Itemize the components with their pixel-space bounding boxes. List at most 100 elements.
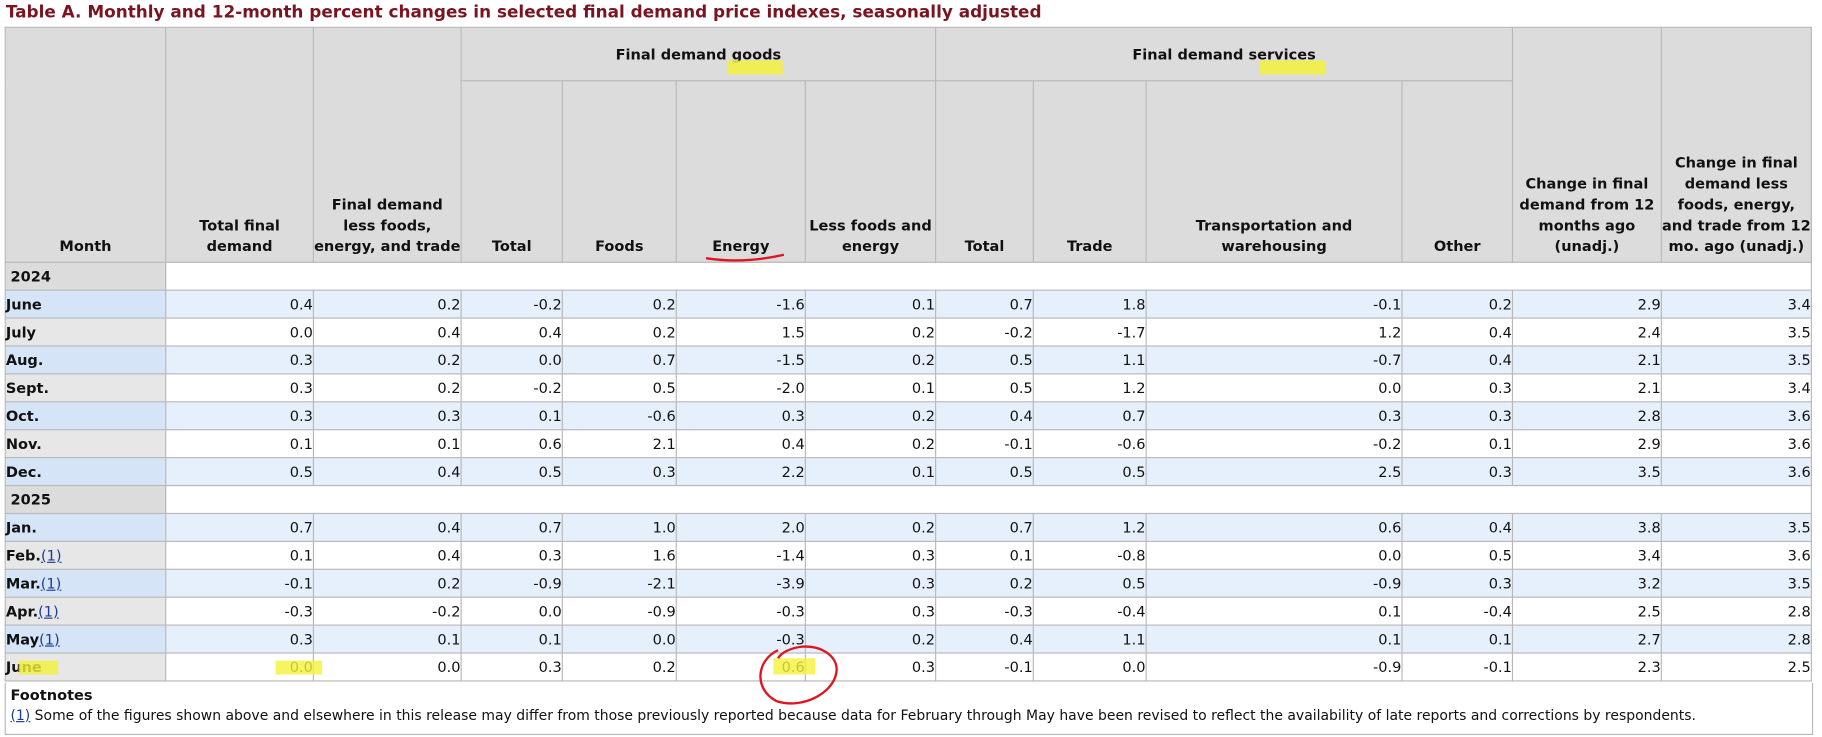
value-cell: 1.6 — [561, 540, 677, 570]
value-cell: 2.4 — [1511, 317, 1662, 347]
value-cell: 0.7 — [561, 345, 677, 375]
value-cell: 0.0 — [1145, 373, 1403, 403]
value-cell: -0.2 — [312, 596, 462, 626]
value-cell: 0.3 — [1401, 373, 1514, 403]
value-cell: 0.5 — [935, 345, 1034, 375]
month-cell: Oct. — [4, 401, 167, 431]
value-cell: 0.3 — [312, 401, 462, 431]
table-row: Feb.(1) 0.1 0.4 0.3 1.6 -1.4 0.3 0.1 -0.8 0.0 0.5 3… — [4, 540, 1812, 570]
value-cell: 3.5 — [1660, 512, 1812, 542]
value-cell: 3.6 — [1660, 401, 1812, 431]
value-cell: 0.1 — [1145, 624, 1403, 654]
value-cell: 0.7 — [935, 289, 1034, 319]
table-row: Sept. 0.3 0.2 -0.2 0.5 -2.0 0.1 0.5 1.2 0.0 0.3 2.1… — [4, 373, 1812, 403]
table-row: July 0.0 0.4 0.4 0.2 1.5 0.2 -0.2 -1.7 1.2 0.4 2.4 3… — [4, 317, 1812, 347]
value-cell: 0.1 — [165, 540, 315, 570]
header-goods-foods: Foods — [561, 80, 677, 263]
value-cell: 0.4 — [1401, 317, 1514, 347]
value-cell: 0.5 — [460, 457, 563, 487]
value-cell: -0.2 — [935, 317, 1034, 347]
value-cell: -0.3 — [165, 596, 315, 626]
value-cell: 0.2 — [312, 568, 462, 598]
year-label: 2025 — [4, 484, 167, 515]
value-cell: 2.8 — [1660, 624, 1812, 654]
value-cell: 0.3 — [460, 652, 563, 682]
month-label: Nov. — [5, 434, 42, 453]
table-row: June 0.0 0.0 0.3 0.2 0.6 0.3 -0.1 0.0 -0.9 -0.1 2.3… — [4, 652, 1812, 682]
month-label: July — [5, 323, 37, 341]
value-cell: 3.4 — [1511, 540, 1662, 570]
value-cell: 0.0 — [1032, 652, 1147, 682]
table-body: 2024 June 0.4 0.2 -0.2 0.2 -1.6 0.1 0.7 1.8 -0.1 0.… — [4, 261, 1812, 682]
value-cell: 0.1 — [804, 289, 937, 319]
value-cell: -0.9 — [1145, 652, 1403, 682]
month-label: Feb. — [5, 546, 41, 565]
table-row: June 0.4 0.2 -0.2 0.2 -1.6 0.1 0.7 1.8 -0.1 0.2 2.9… — [4, 289, 1812, 319]
value-cell: 3.4 — [1660, 289, 1812, 319]
value-cell: 0.7 — [1032, 401, 1147, 431]
value-cell: 0.1 — [312, 624, 462, 654]
footnote-ref-link[interactable]: (1) — [38, 602, 59, 620]
value-cell: -1.5 — [675, 345, 806, 375]
month-cell: Feb.(1) — [4, 540, 167, 570]
footnote-1: (1) Some of the figures shown above and … — [10, 707, 1695, 723]
value-cell: 0.5 — [1032, 457, 1147, 487]
value-cell: 2.5 — [1660, 652, 1812, 682]
value-cell: 0.2 — [312, 373, 462, 403]
value-cell: -0.1 — [1145, 289, 1403, 319]
header-services-transportation: Transportation and warehousing — [1145, 80, 1403, 263]
footnote-1-link[interactable]: (1) — [10, 707, 31, 724]
value-cell: -0.1 — [935, 652, 1034, 682]
value-cell: 3.4 — [1660, 373, 1812, 403]
footnote-ref-link[interactable]: (1) — [39, 630, 60, 648]
value-cell: 2.3 — [1511, 652, 1662, 682]
value-cell: -0.3 — [935, 596, 1034, 626]
value-cell: 2.9 — [1511, 289, 1662, 319]
value-cell: -0.4 — [1401, 596, 1514, 626]
value-cell: 0.4 — [460, 317, 563, 347]
table-row: May(1) 0.3 0.1 0.1 0.0 -0.3 0.2 0.4 1.1 0.1 0.1 2.7… — [4, 624, 1812, 654]
value-cell: -0.1 — [1401, 652, 1514, 682]
value-cell: -0.2 — [460, 373, 563, 403]
table-row: Jan. 0.7 0.4 0.7 1.0 2.0 0.2 0.7 1.2 0.6 0.4 3.8 3.5 — [4, 512, 1812, 542]
footnote-ref-link[interactable]: (1) — [40, 574, 62, 592]
table-row: Nov. 0.1 0.1 0.6 2.1 0.4 0.2 -0.1 -0.6 -0.2 0.1 2.9… — [4, 429, 1812, 459]
value-cell: 2.2 — [675, 457, 806, 487]
value-cell: 3.5 — [1660, 568, 1812, 598]
year-row-blank — [165, 484, 1812, 515]
month-label: Sept. — [5, 379, 50, 397]
value-cell: -0.4 — [1032, 596, 1147, 626]
value-cell: -2.0 — [675, 373, 806, 403]
value-cell: 0.1 — [804, 457, 937, 487]
value-cell: 0.6 — [460, 429, 563, 459]
header-services-other: Other — [1401, 80, 1514, 263]
value-cell: 0.4 — [935, 401, 1034, 431]
value-cell: 0.4 — [935, 624, 1034, 654]
value-cell: 0.0 — [460, 345, 563, 375]
value-cell: 0.3 — [804, 568, 937, 598]
value-cell: 0.2 — [804, 317, 937, 347]
footnote-ref-link[interactable]: (1) — [40, 546, 62, 565]
year-row: 2025 — [4, 484, 1812, 515]
month-cell: Jan. — [4, 512, 167, 542]
value-cell: 3.5 — [1660, 345, 1812, 375]
value-cell: -0.6 — [1032, 429, 1147, 459]
value-cell: 0.4 — [312, 540, 462, 570]
value-cell: 3.6 — [1660, 429, 1812, 459]
value-cell: 0.4 — [1401, 512, 1514, 542]
month-cell: June — [4, 652, 167, 682]
value-cell: 2.5 — [1145, 457, 1403, 487]
value-cell: 0.2 — [804, 512, 937, 542]
year-row-blank — [165, 261, 1812, 291]
value-cell: 0.1 — [1145, 596, 1403, 626]
month-label: Aug. — [5, 351, 44, 369]
value-cell: 0.3 — [804, 596, 937, 626]
table-row: Oct. 0.3 0.3 0.1 -0.6 0.3 0.2 0.4 0.7 0.3 0.3 2.8 3.… — [4, 401, 1812, 431]
value-cell: 2.1 — [561, 429, 677, 459]
month-label: Jan. — [5, 518, 37, 537]
value-cell: 0.5 — [935, 457, 1034, 487]
value-cell: 2.0 — [675, 512, 806, 542]
value-cell: -0.3 — [675, 596, 806, 626]
value-cell: 2.1 — [1511, 345, 1662, 375]
value-cell: 0.5 — [935, 373, 1034, 403]
